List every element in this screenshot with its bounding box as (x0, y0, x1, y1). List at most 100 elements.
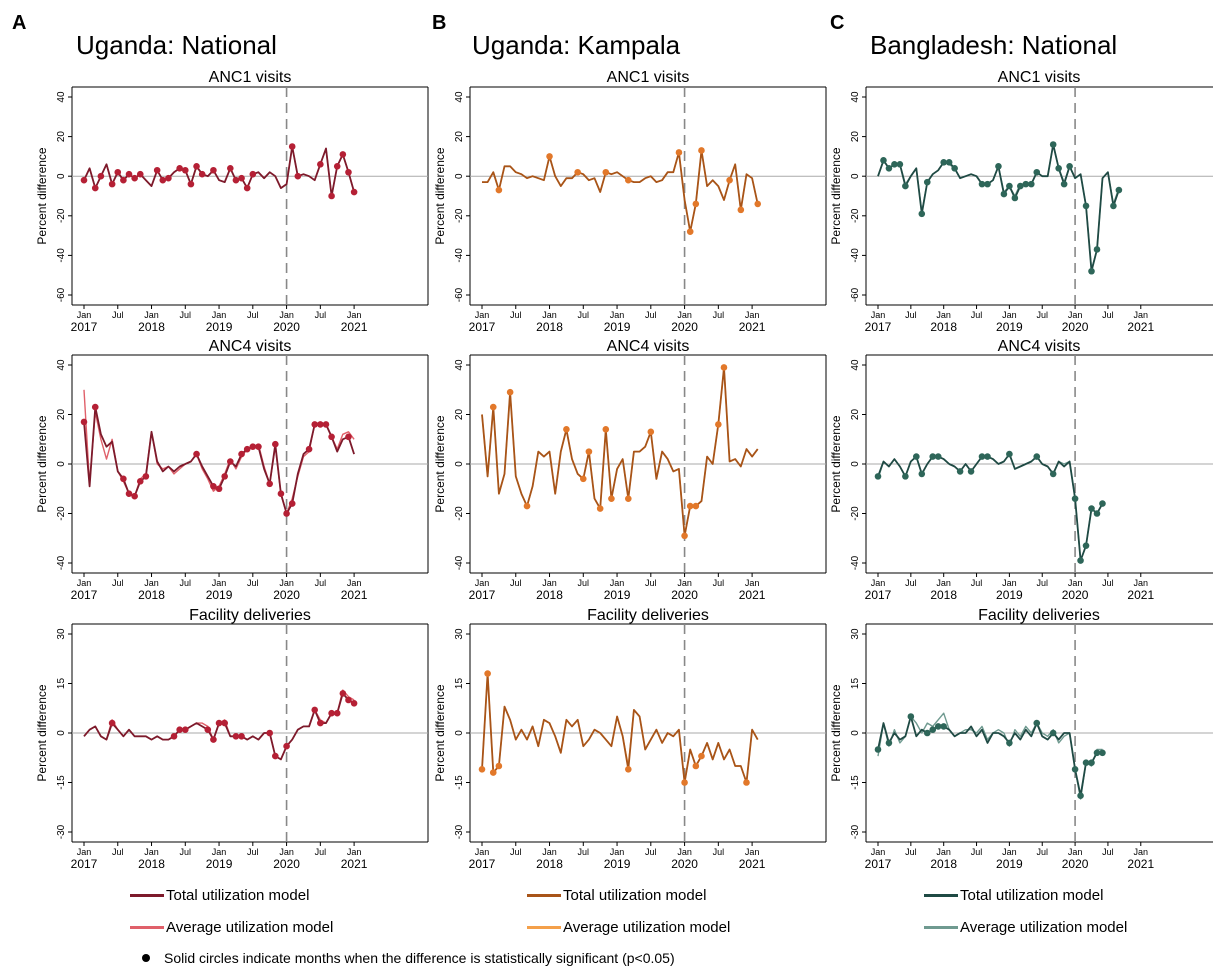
chart-b-1: ANC4 visits -40 -20 0 20 40 Percent difference… (433, 338, 827, 602)
x-tick-year-label: 2020 (671, 857, 698, 871)
significant-point (328, 192, 335, 200)
chart-a-1: ANC4 visits -40 -20 0 20 40 Percent difference… (35, 338, 429, 602)
x-tick-label: Jan (475, 578, 490, 588)
significant-point (317, 719, 324, 727)
y-axis-label: Percent difference (35, 147, 49, 244)
y-tick-label: -40 (56, 248, 67, 263)
significant-point (506, 388, 514, 396)
significant-point (215, 719, 223, 727)
significant-point (743, 779, 750, 786)
significant-point (181, 726, 189, 733)
significant-point (288, 500, 296, 507)
significant-point (523, 502, 531, 510)
significant-point (929, 453, 937, 460)
significant-point (227, 164, 234, 172)
y-tick-label: 20 (850, 131, 861, 143)
y-tick-label: 0 (454, 461, 465, 467)
x-tick-year-label: 2020 (671, 320, 698, 334)
y-axis-label: Percent difference (829, 415, 843, 512)
significant-point (625, 176, 632, 184)
x-tick-label: Jan (871, 847, 886, 857)
significant-point (1071, 766, 1079, 773)
x-tick-label: Jan (1134, 847, 1149, 857)
y-tick-label: -30 (850, 824, 861, 839)
significant-point (232, 733, 240, 740)
significant-point (495, 762, 503, 770)
x-tick-year-label: 2021 (341, 320, 368, 334)
x-tick-label: Jan (144, 847, 159, 857)
subplot-title: Facility deliveries (587, 607, 709, 624)
x-tick-year-label: 2017 (865, 857, 892, 871)
y-axis-label: Percent difference (35, 415, 49, 512)
y-tick-label: -60 (454, 287, 465, 302)
x-tick-label: Jul (510, 310, 522, 320)
significant-point (902, 182, 909, 190)
significant-point (193, 163, 200, 170)
x-tick-year-label: 2017 (469, 857, 496, 871)
significant-point (165, 174, 172, 182)
significant-point (1022, 180, 1030, 188)
significant-point (272, 752, 279, 760)
significant-point (272, 440, 279, 448)
y-tick-label: -20 (56, 506, 67, 521)
significant-point (136, 478, 144, 485)
x-tick-label: Jul (1036, 578, 1048, 588)
x-tick-label: Jul (713, 578, 725, 588)
significant-point (978, 453, 986, 460)
x-tick-label: Jan (745, 847, 760, 857)
x-tick-label: Jul (510, 578, 522, 588)
significant-point (333, 163, 341, 170)
y-tick-label: 0 (56, 730, 67, 736)
x-tick-label: Jan (279, 310, 294, 320)
y-tick-label: -15 (850, 775, 861, 790)
significant-point (339, 151, 347, 158)
y-tick-label: -40 (454, 248, 465, 263)
legend-swatch (527, 926, 561, 929)
y-tick-label: -20 (850, 506, 861, 521)
significant-point (255, 443, 262, 450)
significant-point (737, 206, 745, 214)
series-line-total (83, 692, 355, 761)
x-tick-label: Jul (247, 578, 259, 588)
significant-point (1017, 182, 1024, 190)
significant-point (698, 147, 705, 154)
significant-point (726, 176, 733, 184)
significant-point (97, 172, 105, 180)
y-tick-label: -30 (454, 824, 465, 839)
significant-point (885, 739, 893, 747)
x-tick-year-label: 2021 (1127, 320, 1154, 334)
panel-title-uganda-kampala: Uganda: Kampala (472, 30, 681, 60)
legend-average-label: Average utilization model (563, 919, 731, 936)
legend-average-a: Average utilization model (130, 919, 333, 936)
legend-swatch (924, 894, 958, 897)
x-tick-year-label: 2020 (1062, 320, 1089, 334)
series-line-total (482, 149, 759, 233)
y-tick-label: 30 (454, 628, 465, 640)
y-tick-label: -20 (454, 208, 465, 223)
x-tick-label: Jan (475, 847, 490, 857)
significant-point (243, 184, 251, 192)
legend-total-b: Total utilization model (527, 887, 706, 904)
x-tick-year-label: 2018 (536, 320, 563, 334)
significant-point (328, 709, 335, 717)
significant-point (1088, 267, 1095, 275)
x-tick-year-label: 2020 (273, 857, 300, 871)
y-tick-label: 15 (850, 678, 861, 690)
significant-point (1060, 180, 1068, 188)
significant-point (913, 453, 920, 460)
series-line-average (482, 149, 759, 233)
x-tick-label: Jan (144, 310, 159, 320)
x-tick-year-label: 2018 (536, 588, 563, 602)
significant-point (891, 161, 898, 168)
x-tick-label: Jan (542, 578, 557, 588)
significant-point (193, 450, 200, 458)
x-tick-label: Jan (610, 847, 625, 857)
y-tick-label: 0 (454, 173, 465, 179)
significant-point (1093, 749, 1101, 757)
significant-point (1011, 194, 1019, 202)
series-line-average (877, 453, 1104, 562)
x-tick-label: Jan (1002, 847, 1017, 857)
significant-point (221, 473, 228, 480)
significant-point (929, 726, 937, 733)
